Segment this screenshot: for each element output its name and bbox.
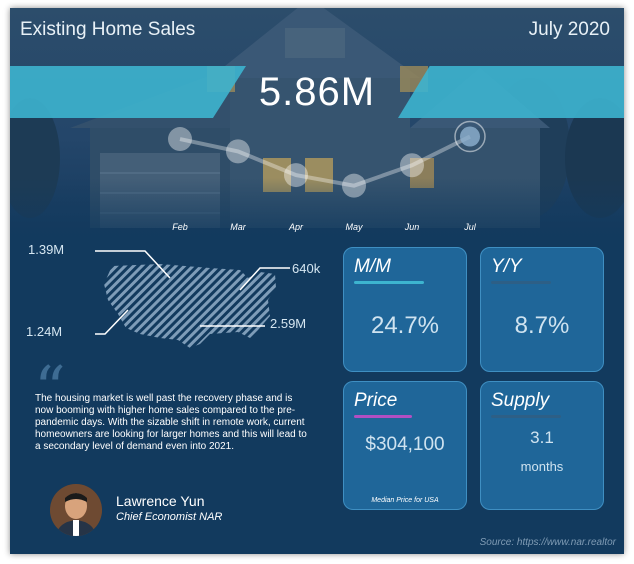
x-tick-label: Apr <box>288 222 303 232</box>
series-line <box>179 134 471 188</box>
card-label: Supply <box>491 390 550 411</box>
author-title: Chief Economist NAR <box>116 511 223 523</box>
us-map <box>95 250 290 348</box>
x-tick-label: May <box>345 222 363 232</box>
x-tick-label: Feb <box>172 222 188 232</box>
infographic: Existing Home Sales July 2020 5.86M Feb M… <box>10 8 624 554</box>
card-accent-line <box>354 415 412 418</box>
data-point <box>342 173 366 198</box>
sales-line-chart <box>168 120 486 198</box>
card-value: 24.7% <box>370 312 440 339</box>
avatar <box>50 484 102 536</box>
card-accent-line <box>354 281 424 284</box>
card-accent-line <box>491 281 551 284</box>
card-value: 3.1 <box>530 428 554 447</box>
card-accent-line <box>491 415 561 418</box>
region-label-midwest: 1.24M <box>26 324 63 339</box>
data-point <box>226 139 250 164</box>
card-note: Median Price for USA <box>371 497 439 504</box>
quote-mark-icon: “ <box>34 352 66 425</box>
photo-fade <box>10 178 624 248</box>
author-name: Lawrence Yun <box>116 493 205 509</box>
us-map-shape <box>104 264 276 348</box>
headline-value: 5.86M <box>258 70 376 114</box>
highlight-ring <box>454 120 486 153</box>
region-label-south: 2.59M <box>270 316 307 331</box>
infographic-title: Existing Home Sales <box>20 19 196 40</box>
data-point <box>400 153 424 178</box>
x-tick-label: Jun <box>404 222 420 232</box>
quote-text: The housing market is well past the reco… <box>35 393 307 452</box>
card-value: 8.7% <box>514 312 570 339</box>
region-label-northeast: 640k <box>292 261 321 276</box>
x-tick-label: Jul <box>464 222 476 232</box>
headline-band-right <box>398 66 624 118</box>
region-label-west: 1.39M <box>28 242 65 257</box>
card-label: Y/Y <box>491 256 522 277</box>
data-point <box>284 163 308 188</box>
source-credit: Source: https://www.nar.realtor <box>479 537 616 548</box>
x-tick-label: Mar <box>230 222 246 232</box>
card-price: Price $304,100 Median Price for USA <box>343 381 467 510</box>
headline-band-left <box>10 66 246 118</box>
card-unit: months <box>520 459 564 474</box>
data-point <box>460 126 480 147</box>
card-value: $304,100 <box>365 434 445 455</box>
person-icon <box>50 484 102 536</box>
card-label: Price <box>354 390 398 411</box>
card-label: M/M <box>354 256 391 277</box>
report-date: July 2020 <box>528 19 610 40</box>
data-point <box>168 127 192 152</box>
card-month-over-month: M/M 24.7% <box>343 247 467 372</box>
card-year-over-year: Y/Y 8.7% <box>480 247 604 372</box>
card-supply: Supply 3.1 months <box>480 381 604 510</box>
